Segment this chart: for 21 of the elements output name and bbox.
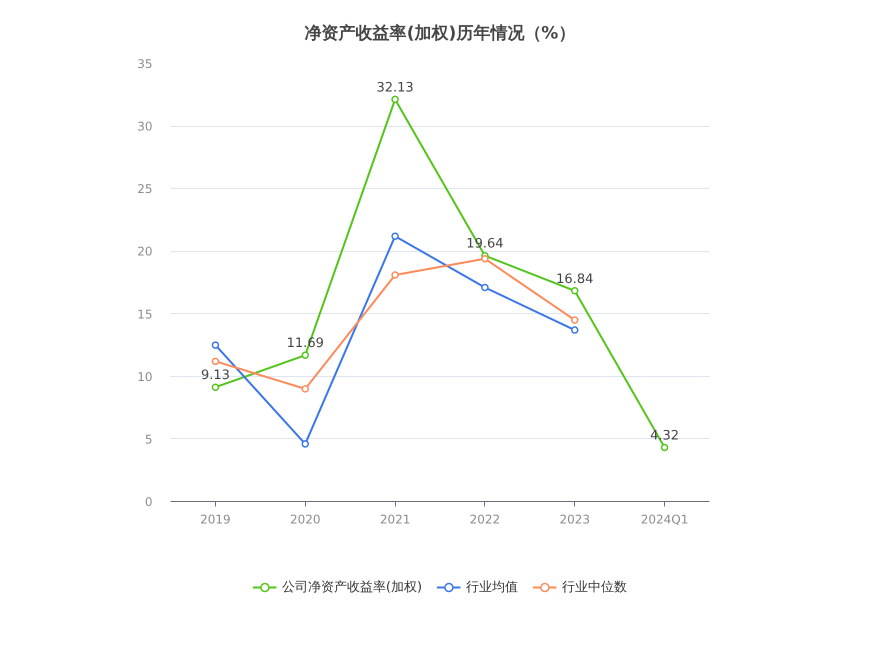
y-tick-label: 15 xyxy=(137,307,153,322)
y-tick-label: 30 xyxy=(137,120,153,134)
x-tick-label: 2024Q1 xyxy=(640,512,688,526)
chart-title: 净资产收益率(加权)历年情况（%） xyxy=(304,24,576,44)
y-tick-label: 0 xyxy=(144,495,153,509)
legend-label: 公司净资产收益率(加权) xyxy=(282,579,422,596)
legend-label: 行业中位数 xyxy=(562,579,628,596)
y-tick-label: 5 xyxy=(144,432,153,446)
x-tick-label: 2019 xyxy=(200,512,231,526)
x-tick-label: 2022 xyxy=(470,512,500,526)
y-tick-label: 25 xyxy=(137,182,153,196)
y-tick-label: 10 xyxy=(137,370,153,384)
data-label: 16.84 xyxy=(556,272,594,287)
legend-label: 行业均值 xyxy=(466,579,518,596)
y-tick-label: 20 xyxy=(137,244,153,259)
x-tick-label: 2021 xyxy=(380,512,410,526)
x-tick-label: 2023 xyxy=(559,512,590,526)
data-label: 32.13 xyxy=(376,80,414,96)
y-tick-label: 35 xyxy=(137,57,153,71)
data-label: 9.13 xyxy=(200,368,230,384)
x-tick-label: 2020 xyxy=(290,512,321,526)
